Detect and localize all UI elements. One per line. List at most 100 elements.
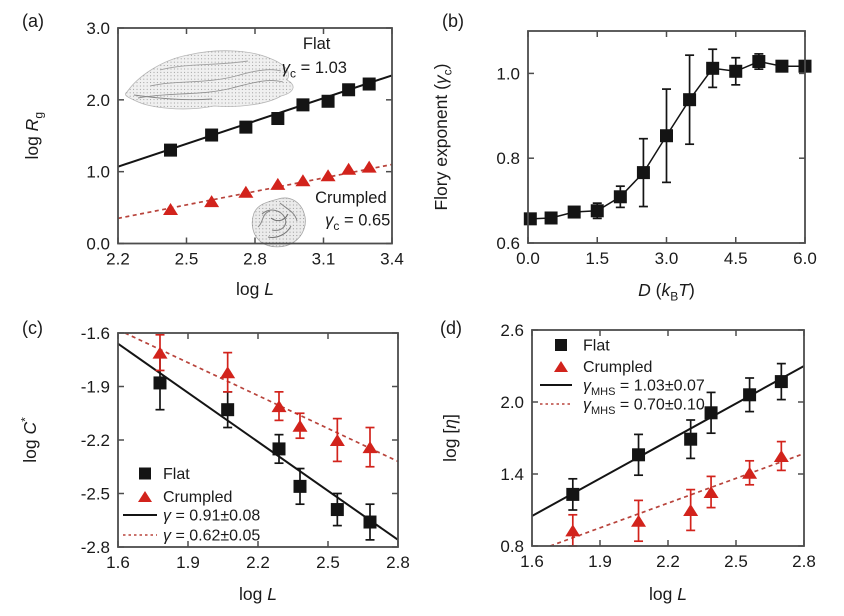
square-marker [523,212,537,226]
annotation-flat-exponent: γc = 1.03 [282,59,347,81]
x-tick-label: 1.5 [585,249,609,268]
triangle-marker [320,169,336,182]
series-flat [164,77,376,157]
y-tick-label: 2.6 [500,321,524,340]
x-tick-label: 2.8 [792,552,816,571]
triangle-marker [163,203,179,216]
y-axis-title: log C* [18,417,40,463]
panel-b: 0.0 1.5 3.0 4.5 6.0 0.6 0.8 1.0 D (kBT) Flory exp… [422,0,844,308]
x-tick-label: 2.5 [724,552,748,571]
square-marker [660,129,673,143]
x-tick-label: 2.8 [243,250,267,269]
x-tick-label: 3.0 [655,249,679,268]
panel-tag: (d) [440,318,462,338]
axes: 1.6 1.9 2.2 2.5 2.8 -1.6 -1.9 -2.2 -2.5 -2.8 [81,324,410,572]
square-marker [544,211,558,225]
square-marker [555,339,567,351]
square-marker [342,83,356,97]
panel-b-chart: 0.0 1.5 3.0 4.5 6.0 0.6 0.8 1.0 D (kBT) Flory exp… [431,11,817,304]
triangle-marker [220,366,236,379]
y-axis-title: log [η] [440,414,460,462]
triangle-marker [138,491,152,502]
y-tick-label: -2.5 [81,485,110,504]
y-tick-label: -2.8 [81,538,110,557]
panel-c-chart: Flat Crumpled γ = 0.91±0.08 γ = 0.62±0.05 1.… [18,318,410,604]
x-tick-label: 2.5 [316,553,340,572]
axes: 2.2 2.5 2.8 3.1 3.4 0.0 1.0 2.0 3.0 [86,19,403,269]
square-marker [293,479,307,493]
square-marker [363,515,377,529]
triangle-marker [341,162,357,175]
fit-line-solid [117,342,399,541]
square-marker [743,388,757,402]
series-flat [566,362,788,511]
triangle-marker [362,441,378,454]
triangle-marker [554,361,568,372]
square-marker [330,503,344,517]
square-marker [704,406,718,420]
square-marker [362,77,376,91]
annotation-flat-label: Flat [303,35,331,53]
series-flat [153,355,377,541]
square-marker [239,120,253,134]
y-tick-label: 0.0 [86,235,110,254]
square-marker [636,166,650,180]
y-tick-label: 0.6 [496,234,520,253]
triangle-marker [204,195,220,208]
y-tick-label: 2.0 [86,91,110,110]
flat-membrane-inset-image [125,50,294,110]
x-tick-label: 1.6 [106,553,130,572]
series-crumpled [152,333,378,468]
y-tick-label: -1.9 [81,378,110,397]
legend-item-label: γ = 0.91±0.08 [163,508,260,525]
square-marker [729,64,743,78]
square-marker [567,205,581,219]
square-marker [752,55,766,69]
axes: 1.6 1.9 2.2 2.5 2.8 0.8 1.4 2.0 2.6 [500,321,815,571]
square-marker [774,375,788,389]
x-tick-label: 2.8 [386,553,410,572]
legend-item-label: Crumpled [583,359,652,376]
y-tick-label: 1.0 [496,64,520,83]
legend-item-label: Crumpled [163,489,232,506]
series-crumpled [565,440,789,547]
legend-item-label: Flat [163,466,190,483]
panel-d: Flat Crumpled γMHS = 1.03±0.07 γMHS = 0.70±… [422,308,844,616]
x-tick-label: 2.5 [175,250,199,269]
x-tick-label: 1.9 [588,552,612,571]
x-axis-title: log L [649,584,687,604]
y-tick-label: 0.8 [500,537,524,556]
legend-item-label: γ = 0.62±0.05 [163,528,260,545]
plot-frame [531,329,805,547]
triangle-marker [742,466,758,479]
y-tick-label: 1.0 [86,163,110,182]
square-marker [221,403,235,417]
square-marker [684,432,698,446]
legend-item-label: γMHS = 0.70±0.10 [583,397,705,417]
triangle-marker [152,346,168,359]
square-marker [613,190,627,204]
y-tick-label: 3.0 [86,19,110,38]
x-axis-title: log L [239,584,277,604]
triangle-marker [238,185,254,198]
square-marker [775,59,789,73]
x-tick-label: 0.0 [516,249,540,268]
square-marker [566,487,580,501]
x-tick-label: 2.2 [106,250,130,269]
triangle-marker [361,160,377,173]
y-tick-label: 0.8 [496,149,520,168]
triangle-marker [631,514,647,527]
triangle-marker [292,419,308,432]
panel-tag: (b) [442,11,464,31]
square-marker [272,442,286,456]
y-tick-label: 1.4 [500,465,524,484]
x-tick-label: 1.6 [520,552,544,571]
y-tick-label: -2.2 [81,431,110,450]
x-tick-label: 4.5 [724,249,748,268]
triangle-marker [329,434,345,446]
axes: 0.0 1.5 3.0 4.5 6.0 0.6 0.8 1.0 [496,30,817,268]
y-axis-title: Flory exponent (γc) [431,63,455,210]
x-tick-label: 3.1 [312,250,336,269]
x-tick-label: 2.2 [656,552,680,571]
crumpled-membrane-inset-image [251,197,306,248]
